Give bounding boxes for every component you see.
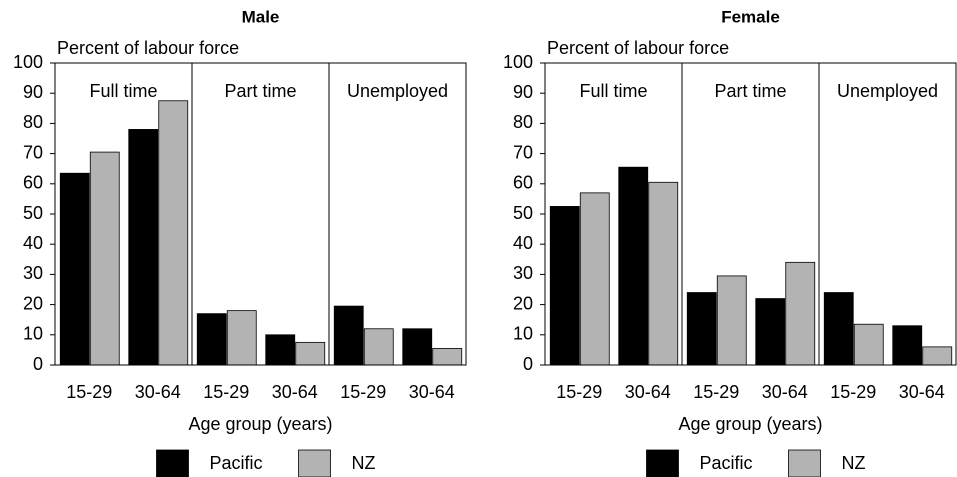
legend-label: Pacific [700,453,753,473]
bar [618,166,649,366]
y-tick-label: 0 [523,354,533,374]
y-tick-label: 90 [23,82,43,102]
bar [823,292,854,366]
group-label: Part time [714,81,786,101]
y-tick-label: 70 [513,142,533,162]
y-tick-label: 80 [23,112,43,132]
legend-label: NZ [842,453,866,473]
y-tick-label: 30 [23,263,43,283]
group-label: Part time [224,81,296,101]
bar [432,347,463,366]
bar [158,100,189,366]
x-tick-label: 30-64 [409,382,455,402]
y-axis-label: Percent of labour force [57,38,239,58]
chart-title: Female [721,7,780,26]
legend-swatch [156,449,189,477]
y-tick-label: 50 [23,203,43,223]
bar [716,275,747,366]
y-tick-label: 60 [23,173,43,193]
bar [853,323,884,366]
x-tick-label: 30-64 [272,382,318,402]
y-tick-label: 20 [513,293,533,313]
bar [922,346,953,366]
x-tick-label: 30-64 [899,382,945,402]
x-axis-label: Age group (years) [678,414,822,434]
bar [128,129,159,366]
y-axis-label: Percent of labour force [547,38,729,58]
bar [333,305,364,366]
y-tick-label: 100 [13,52,43,72]
bar [402,328,433,366]
plot-frame [544,62,957,366]
y-tick-label: 50 [513,203,533,223]
bar [785,261,816,366]
y-tick-label: 90 [513,82,533,102]
bar [549,206,580,366]
y-tick-label: 60 [513,173,533,193]
x-tick-label: 30-64 [762,382,808,402]
x-tick-label: 15-29 [556,382,602,402]
x-tick-label: 15-29 [340,382,386,402]
y-tick-label: 40 [23,233,43,253]
y-tick-label: 20 [23,293,43,313]
bar [579,192,610,366]
y-tick-label: 10 [23,324,43,344]
y-tick-label: 0 [33,354,43,374]
legend-swatch [646,449,679,477]
group-label: Unemployed [837,81,938,101]
plot-frame [54,62,467,366]
x-tick-label: 30-64 [625,382,671,402]
x-tick-label: 30-64 [135,382,181,402]
y-tick-label: 100 [503,52,533,72]
y-tick-label: 40 [513,233,533,253]
bar [89,151,120,366]
bar [363,328,394,366]
legend-label: Pacific [210,453,263,473]
bar [648,181,679,366]
group-label: Unemployed [347,81,448,101]
chart-title: Male [242,7,280,26]
x-tick-label: 15-29 [203,382,249,402]
group-label: Full time [579,81,647,101]
legend-label: NZ [352,453,376,473]
bar [196,313,227,366]
group-label: Full time [89,81,157,101]
y-tick-label: 70 [23,142,43,162]
bar [755,298,786,366]
bar [265,334,296,366]
x-tick-label: 15-29 [66,382,112,402]
legend-swatch [298,449,331,477]
y-tick-label: 80 [513,112,533,132]
bar [59,172,90,366]
x-tick-label: 15-29 [830,382,876,402]
y-tick-label: 30 [513,263,533,283]
legend-swatch [788,449,821,477]
y-tick-label: 10 [513,324,533,344]
bar [226,310,257,366]
bar [892,325,923,366]
bar [686,292,717,366]
x-tick-label: 15-29 [693,382,739,402]
x-axis-label: Age group (years) [188,414,332,434]
bar [295,341,326,366]
